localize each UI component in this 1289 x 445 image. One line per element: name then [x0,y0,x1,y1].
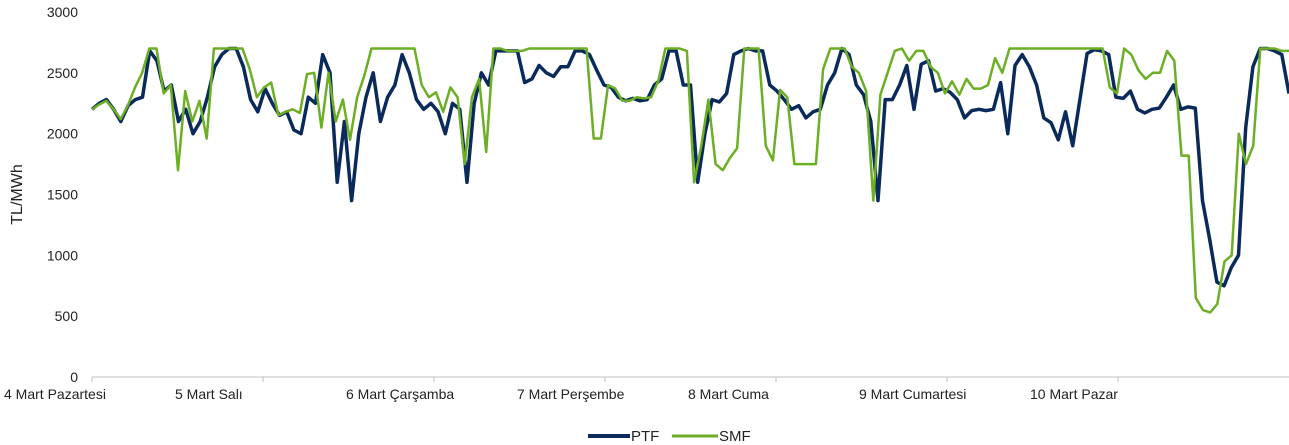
x-tick-label: 7 Mart Perşembe [517,386,625,402]
legend-label-smf: SMF [719,428,751,445]
legend: PTF SMF [588,428,751,445]
legend-label-ptf: PTF [631,428,659,445]
series-line-ptf [90,46,1289,288]
x-tick-label: 6 Mart Çarşamba [346,386,454,402]
x-tick-label: 10 Mart Pazar [1030,386,1118,402]
y-axis-title: TL/MWh [9,164,26,224]
y-tick-label: 2000 [47,126,78,142]
series-lines [90,46,1289,314]
x-tick-label: 5 Mart Salı [175,386,243,402]
y-tick-label: 1000 [47,247,78,263]
y-tick-label: 3000 [47,4,78,20]
x-axis-ticks: 4 Mart Pazartesi 5 Mart Salı 6 Mart Çarşam… [4,377,1119,402]
x-tick-label: 8 Mart Cuma [688,386,769,402]
y-tick-label: 2500 [47,65,78,81]
x-tick-label: 4 Mart Pazartesi [4,386,106,402]
x-tick-label: 9 Mart Cumartesi [859,386,966,402]
y-tick-label: 0 [70,369,78,385]
series-line-smf [91,47,1289,314]
y-tick-label: 500 [55,308,79,324]
y-tick-label: 1500 [47,187,78,203]
y-axis-ticks: 0 500 1000 1500 2000 2500 3000 [47,4,78,385]
